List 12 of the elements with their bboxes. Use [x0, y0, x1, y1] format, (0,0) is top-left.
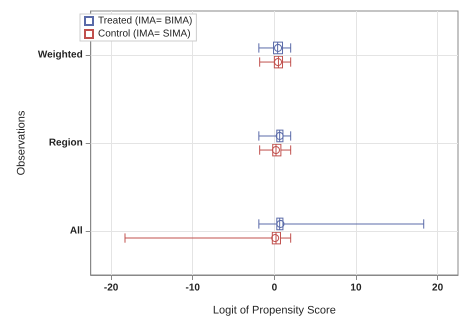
x-axis-title: Logit of Propensity Score — [212, 304, 336, 316]
y-tick-label: All — [70, 226, 83, 236]
x-tick-label: -10 — [186, 282, 200, 294]
x-tick-label: 0 — [272, 282, 278, 294]
legend-label: Treated (IMA= BIMA) — [98, 16, 192, 26]
y-tick-label: Region — [48, 138, 83, 148]
y-axis-title: Observations — [16, 110, 28, 176]
x-tick-label: 20 — [432, 282, 444, 294]
legend-label: Control (IMA= SIMA) — [98, 28, 191, 40]
x-tick-label: 10 — [350, 282, 362, 294]
x-tick-label: -20 — [104, 282, 119, 294]
y-tick-label: Weighted — [38, 50, 83, 60]
